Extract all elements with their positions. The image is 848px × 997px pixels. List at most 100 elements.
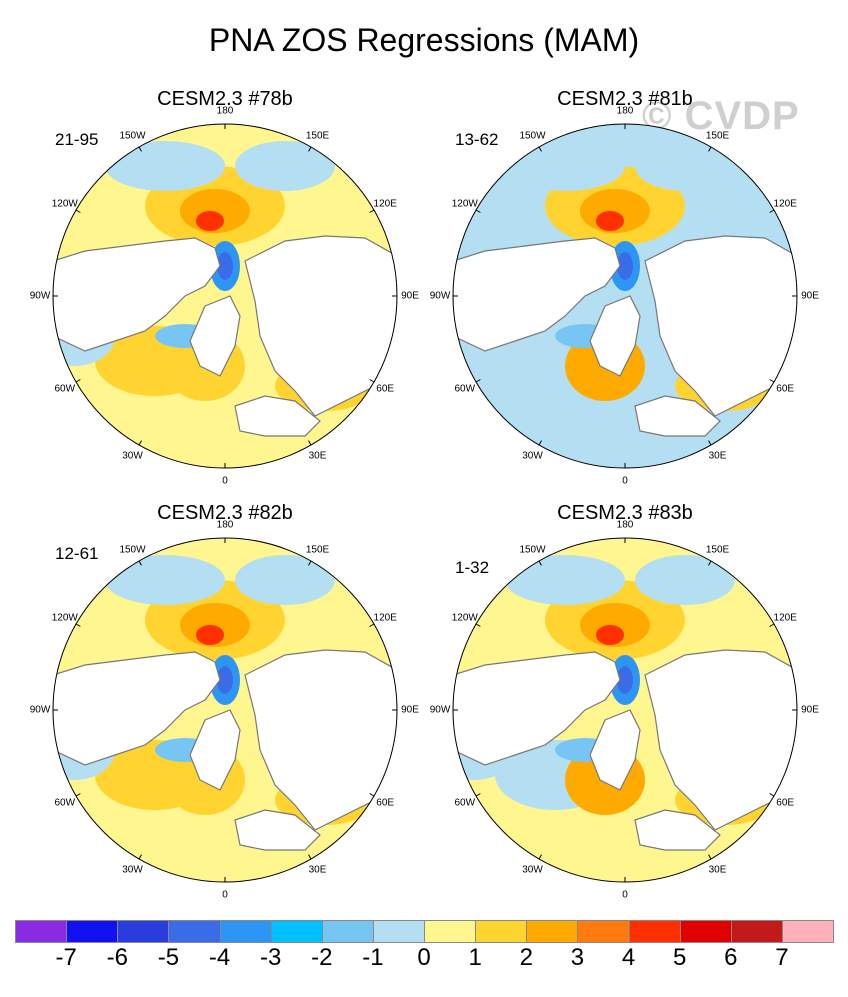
longitude-label: 30E bbox=[308, 864, 327, 876]
colorbar-label: 5 bbox=[672, 944, 687, 971]
panel-title: CESM2.3 #81b bbox=[557, 88, 693, 110]
longitude-label: 120W bbox=[451, 612, 478, 623]
longitude-tick bbox=[538, 854, 542, 860]
longitude-tick bbox=[475, 793, 481, 797]
longitude-label: 90E bbox=[801, 290, 819, 302]
land-mask bbox=[634, 395, 721, 437]
longitude-tick bbox=[475, 209, 481, 213]
longitude-tick bbox=[538, 146, 542, 152]
longitude-tick bbox=[308, 146, 312, 152]
colorbar-swatch bbox=[475, 920, 528, 943]
longitude-label: 150W bbox=[119, 130, 146, 142]
longitude-label: 60W bbox=[54, 383, 76, 394]
colorbar-label: -7 bbox=[55, 944, 77, 971]
longitude-label: 150W bbox=[519, 130, 546, 142]
colorbar-swatch bbox=[168, 920, 221, 943]
longitude-label: 30E bbox=[708, 864, 727, 876]
land-mask bbox=[453, 237, 621, 352]
longitude-label: 180 bbox=[616, 105, 634, 117]
anomaly-region bbox=[235, 555, 335, 605]
longitude-tick bbox=[369, 209, 375, 213]
longitude-tick bbox=[75, 379, 81, 383]
colorbar-swatch bbox=[15, 920, 68, 943]
colorbar-swatch bbox=[577, 920, 630, 943]
longitude-label: 90E bbox=[401, 704, 419, 716]
colorbar-label: -5 bbox=[157, 944, 180, 971]
longitude-label: 30E bbox=[708, 450, 727, 462]
longitude-tick bbox=[138, 854, 142, 860]
anomaly-region bbox=[596, 625, 624, 645]
longitude-label: 60W bbox=[54, 797, 76, 808]
longitude-tick bbox=[138, 560, 142, 566]
longitude-tick bbox=[308, 560, 312, 566]
panel-period: 12-61 bbox=[55, 544, 99, 563]
longitude-label: 150W bbox=[519, 544, 546, 556]
longitude-label: 90W bbox=[29, 290, 51, 302]
anomaly-region bbox=[635, 555, 735, 605]
anomaly-region bbox=[505, 555, 625, 605]
longitude-label: 90W bbox=[429, 290, 451, 302]
colorbar-label: 1 bbox=[468, 944, 482, 971]
panel-period: 13-62 bbox=[455, 130, 499, 149]
colorbar-label: 0 bbox=[417, 944, 431, 971]
land-mask bbox=[634, 809, 721, 851]
longitude-tick bbox=[708, 560, 712, 566]
anomaly-region bbox=[196, 625, 224, 645]
longitude-tick bbox=[369, 379, 375, 383]
colorbar-label: 2 bbox=[519, 944, 533, 971]
longitude-label: 180 bbox=[216, 105, 234, 117]
panel-title: CESM2.3 #82b bbox=[157, 502, 293, 524]
anomaly-region bbox=[196, 211, 224, 231]
longitude-label: 60W bbox=[454, 797, 476, 808]
land-mask bbox=[53, 651, 221, 766]
longitude-tick bbox=[138, 146, 142, 152]
colorbar-swatch bbox=[66, 920, 119, 943]
longitude-label: 180 bbox=[616, 519, 634, 531]
anomaly-region bbox=[617, 252, 633, 280]
longitude-label: 150E bbox=[305, 544, 330, 556]
colorbar-swatch bbox=[679, 920, 732, 943]
polar-map bbox=[452, 123, 798, 469]
longitude-label: 150W bbox=[119, 544, 146, 556]
longitude-tick bbox=[138, 440, 142, 446]
anomaly-region bbox=[217, 252, 233, 280]
colorbar-label: -3 bbox=[259, 944, 282, 971]
panel-title: CESM2.3 #83b bbox=[557, 502, 693, 524]
anomaly-region bbox=[235, 141, 335, 191]
longitude-label: 30W bbox=[522, 450, 543, 462]
anomaly-region bbox=[635, 141, 735, 191]
panel-period: 21-95 bbox=[55, 130, 99, 149]
longitude-label: 60W bbox=[454, 383, 476, 394]
polar-map bbox=[52, 537, 398, 883]
longitude-label: 30W bbox=[122, 864, 143, 876]
longitude-tick bbox=[769, 623, 775, 627]
longitude-label: 30W bbox=[522, 864, 543, 876]
polar-map bbox=[52, 123, 398, 469]
colorbar-swatch bbox=[424, 920, 477, 943]
colorbar-label: -6 bbox=[106, 944, 128, 971]
land-mask bbox=[189, 709, 241, 791]
colorbar-label: 3 bbox=[570, 944, 585, 971]
colorbar-swatch bbox=[372, 920, 425, 943]
land-mask bbox=[644, 649, 797, 831]
colorbar-swatch bbox=[321, 920, 374, 943]
colorbar-swatch bbox=[117, 920, 170, 943]
longitude-label: 120E bbox=[773, 198, 797, 209]
longitude-tick bbox=[769, 209, 775, 213]
longitude-label: 60E bbox=[776, 383, 795, 394]
longitude-label: 60E bbox=[776, 797, 795, 808]
longitude-label: 90E bbox=[801, 704, 819, 716]
longitude-label: 120W bbox=[451, 198, 478, 209]
longitude-tick bbox=[538, 440, 542, 446]
panel-title: CESM2.3 #78b bbox=[157, 88, 293, 110]
longitude-label: 120W bbox=[51, 612, 78, 623]
longitude-label: 90W bbox=[429, 704, 451, 716]
longitude-label: 90E bbox=[401, 290, 419, 302]
anomaly-region bbox=[105, 141, 225, 191]
longitude-label: 60E bbox=[376, 797, 395, 808]
longitude-label: 150E bbox=[305, 130, 330, 142]
longitude-tick bbox=[769, 379, 775, 383]
land-mask bbox=[589, 295, 641, 377]
colorbar-swatch bbox=[730, 920, 783, 943]
longitude-tick bbox=[475, 379, 481, 383]
